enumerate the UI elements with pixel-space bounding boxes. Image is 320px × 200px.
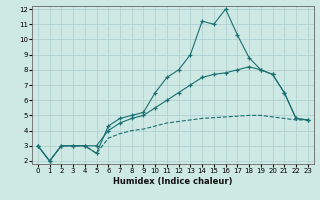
X-axis label: Humidex (Indice chaleur): Humidex (Indice chaleur)	[113, 177, 233, 186]
